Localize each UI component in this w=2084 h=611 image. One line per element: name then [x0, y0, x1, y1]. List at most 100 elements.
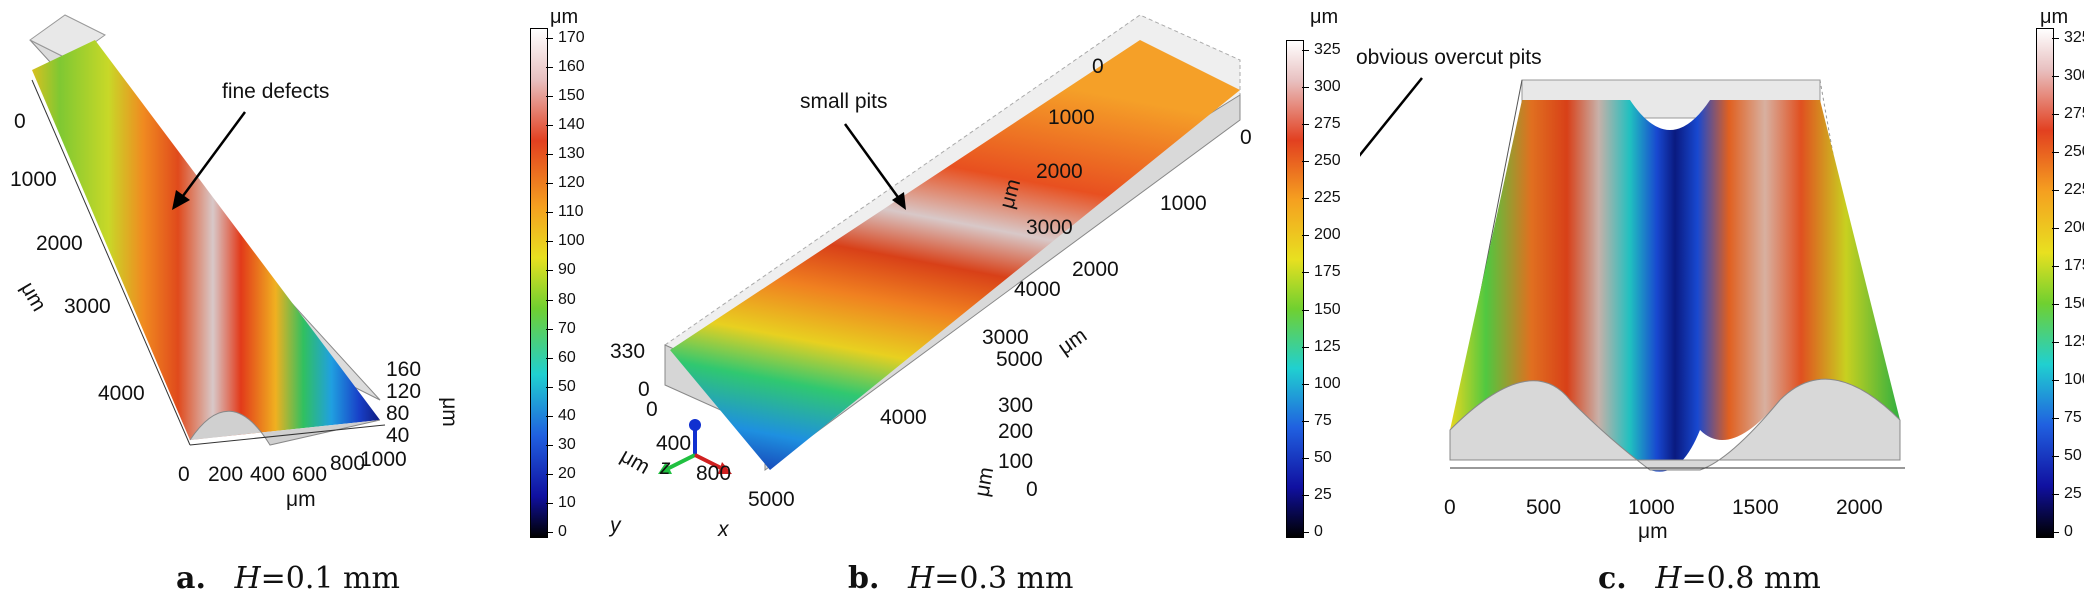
- panel-c: obvious overcut pits 0 1000 2000 3000 40…: [970, 0, 2084, 611]
- annotation-small-pits: small pits: [800, 90, 888, 113]
- colorbar-tick-mark: [546, 38, 553, 39]
- x-tick-a-0: 0: [178, 463, 190, 486]
- surface-plot-a: [29, 14, 386, 446]
- z-axis-label-a: μm: [437, 397, 461, 427]
- colorbar-tick-mark: [1302, 457, 1309, 459]
- caption-rest-a: =0.1 mm: [260, 561, 400, 596]
- colorbar-c: [2036, 28, 2054, 538]
- colorbar-tick-mark: [546, 473, 553, 475]
- surface-b: [670, 40, 1240, 470]
- colorbar-title-a: μm: [550, 6, 579, 28]
- colorbar-tick-label: 250: [1314, 152, 1341, 170]
- x-tick-c-2: 1000: [1628, 496, 1675, 519]
- colorbar-tick-label: 80: [558, 290, 576, 308]
- colorbar-tick-label: 70: [558, 319, 576, 337]
- triad-x-label: x: [718, 518, 729, 541]
- colorbar-tick-label: 325: [1314, 41, 1341, 58]
- y-tick-a-0: 0: [14, 110, 26, 133]
- colorbar-tick-label: 25: [1314, 485, 1332, 503]
- x-tick-c-3: 1500: [1732, 496, 1779, 519]
- colorbar-tick-mark: [2052, 456, 2059, 457]
- colorbar-tick-label: 75: [1314, 411, 1332, 429]
- colorbar-tick-mark: [1302, 309, 1309, 311]
- colorbar-tick-mark: [546, 241, 553, 243]
- colorbar-tick-label: 325: [2064, 29, 2084, 46]
- y-tick-b-4: 4000: [880, 406, 927, 429]
- x-tick-c-1: 500: [1526, 496, 1562, 519]
- colorbar-b: [1286, 40, 1304, 538]
- colorbar-tick-mark: [2052, 380, 2059, 381]
- colorbar-tick-label: 50: [558, 377, 576, 395]
- y-tick-a-3: 3000: [64, 295, 111, 318]
- colorbar-tick-label: 160: [558, 58, 585, 76]
- z-tick-c-0: 300: [998, 394, 1034, 417]
- colorbar-tick-mark: [546, 67, 553, 69]
- colorbar-tick-label: 100: [558, 232, 585, 250]
- colorbar-tick-label: 175: [1314, 263, 1341, 281]
- x-tick-a-5: 1000: [360, 448, 407, 471]
- x-axis-label-c: μm: [1638, 520, 1668, 543]
- colorbar-tick-label: 300: [1314, 78, 1341, 96]
- caption-var-b: H: [908, 561, 935, 596]
- colorbar-tick-mark: [2052, 494, 2059, 495]
- colorbar-tick-mark: [546, 328, 553, 330]
- x-tick-b-2: 800: [696, 462, 732, 485]
- colorbar-tick-mark: [2052, 342, 2059, 343]
- colorbar-tick-label: 100: [2064, 371, 2084, 388]
- colorbar-tick-mark: [546, 212, 553, 214]
- colorbar-tick-label: 150: [558, 87, 585, 105]
- x-tick-b-3: 5000: [748, 488, 795, 511]
- colorbar-tick-label: 170: [558, 29, 585, 46]
- colorbar-tick-label: 60: [558, 348, 576, 366]
- colorbar-tick-mark: [546, 502, 553, 504]
- colorbar-tick-label: 90: [558, 261, 576, 279]
- y-tick-c-1: 1000: [1048, 106, 1095, 129]
- colorbar-tick-label: 200: [1314, 226, 1341, 244]
- colorbar-tick-label: 0: [558, 523, 567, 540]
- colorbar-tick-label: 100: [1314, 374, 1341, 392]
- colorbar-tick-mark: [546, 154, 553, 156]
- y-tick-b-2: 2000: [1072, 258, 1119, 281]
- colorbar-tick-label: 130: [558, 145, 585, 163]
- colorbar-tick-mark: [546, 386, 553, 388]
- colorbar-tick-mark: [2052, 38, 2059, 39]
- surface-plot-b: [658, 14, 1241, 474]
- colorbar-tick-mark: [1302, 235, 1309, 237]
- y-tick-b-3: 3000: [982, 326, 1029, 349]
- triad-z-label: z: [660, 456, 671, 479]
- colorbar-tick-label: 175: [2064, 257, 2084, 274]
- x-tick-a-2: 400: [250, 463, 286, 486]
- colorbar-tick-label: 125: [1314, 337, 1341, 355]
- x-tick-a-3: 600: [292, 463, 328, 486]
- x-axis-label-a: μm: [286, 488, 316, 511]
- y-tick-c-0: 0: [1092, 55, 1104, 78]
- colorbar-tick-mark: [546, 183, 553, 185]
- caption-a: a. H=0.1 mm: [176, 561, 400, 596]
- x-tick-a-1: 200: [208, 463, 244, 486]
- colorbar-tick-label: 125: [2064, 333, 2084, 350]
- colorbar-tick-label: 50: [1314, 448, 1332, 466]
- z-tick-c-1: 200: [998, 420, 1034, 443]
- colorbar-tick-label: 140: [558, 116, 585, 134]
- z-tick-c-3: 0: [1026, 478, 1038, 501]
- colorbar-tick-label: 0: [2064, 523, 2073, 540]
- colorbar-tick-mark: [546, 299, 553, 301]
- colorbar-title-c: μm: [2040, 6, 2069, 28]
- panel-b: small pits 0 1000 2000 3000 4000 μm 330 …: [600, 0, 1360, 611]
- z-tick-a-3: 40: [386, 424, 410, 447]
- colorbar-tick-label: 75: [2064, 409, 2082, 426]
- colorbar-tick-mark: [1302, 383, 1309, 385]
- colorbar-tick-mark: [2052, 304, 2059, 305]
- colorbar-title-b: μm: [1310, 6, 1339, 28]
- x-tick-b-0: 0: [646, 398, 658, 421]
- colorbar-tick-label: 20: [558, 464, 576, 482]
- colorbar-tick-mark: [2052, 152, 2059, 153]
- caption-rest-b: =0.3 mm: [934, 561, 1074, 596]
- colorbar-tick-mark: [2052, 114, 2059, 115]
- z-tick-a-2: 80: [386, 402, 410, 425]
- x-tick-b-1: 400: [656, 432, 692, 455]
- colorbar-tick-mark: [1302, 50, 1309, 51]
- colorbar-tick-label: 225: [2064, 181, 2084, 198]
- y-tick-b-0: 0: [1240, 126, 1252, 149]
- y-tick-c-4: 4000: [1014, 278, 1061, 301]
